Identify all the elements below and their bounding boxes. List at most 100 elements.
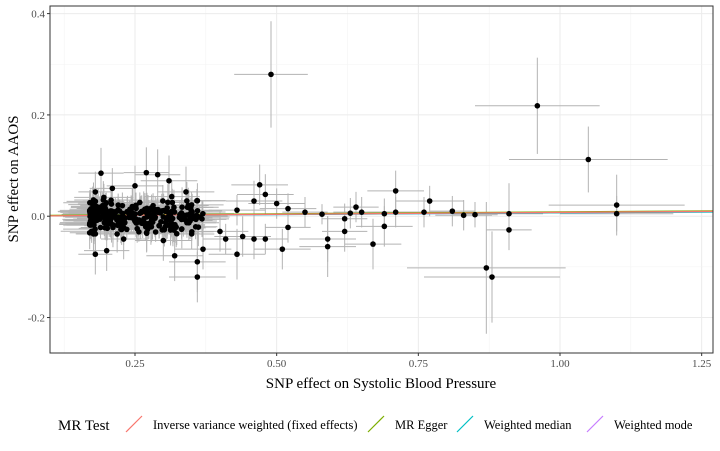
data-point [194, 213, 201, 220]
data-point [534, 102, 541, 109]
data-point [87, 199, 93, 206]
legend-label: Weighted median [484, 418, 572, 432]
x-tick-label: 1.00 [550, 358, 570, 370]
data-point [109, 185, 116, 192]
data-point [160, 237, 167, 244]
data-point [358, 209, 365, 215]
data-point [136, 229, 142, 235]
data-point [381, 210, 388, 217]
data-point [148, 223, 154, 229]
data-point [143, 169, 150, 176]
data-point [234, 207, 240, 213]
data-point [107, 213, 114, 220]
data-point [103, 218, 110, 225]
data-point [92, 251, 99, 258]
data-point [103, 247, 110, 254]
data-point [151, 209, 157, 216]
data-point [164, 215, 170, 222]
data-point [118, 226, 124, 233]
data-point [184, 219, 190, 226]
data-point [97, 224, 104, 231]
data-point [179, 204, 185, 210]
data-point [506, 210, 512, 217]
data-point [114, 231, 120, 237]
data-point [87, 220, 93, 227]
y-axis-title: SNP effect on AAOS [6, 115, 22, 242]
x-tick-label: 0.75 [409, 358, 429, 370]
data-point [132, 216, 139, 222]
data-point [194, 259, 201, 265]
data-point [107, 217, 114, 224]
data-point [129, 203, 136, 210]
data-point [262, 236, 269, 242]
data-point [273, 200, 280, 207]
data-point [613, 202, 620, 208]
data-point [168, 224, 174, 231]
legend-label: Inverse variance weighted (fixed effects… [153, 418, 358, 432]
data-point [319, 211, 325, 217]
legend-key-line [125, 415, 143, 433]
data-point [199, 216, 205, 222]
data-point [234, 251, 240, 258]
legend-label: Weighted mode [614, 418, 693, 432]
data-point [268, 71, 274, 78]
data-point [341, 228, 348, 235]
data-point [285, 205, 291, 212]
x-tick-label: 0.50 [267, 358, 287, 370]
data-point [124, 226, 130, 233]
data-point [160, 198, 166, 204]
data-point [108, 201, 115, 207]
y-tick-label: 0.0 [31, 211, 45, 223]
data-point [239, 233, 246, 240]
data-point [168, 193, 175, 200]
data-point [472, 211, 478, 218]
data-point [165, 199, 171, 206]
data-point [285, 224, 291, 231]
data-point [171, 209, 178, 215]
data-point [489, 274, 495, 280]
data-point [128, 211, 134, 217]
data-point [92, 189, 99, 195]
y-tick-label: 0.4 [31, 9, 45, 21]
data-point [381, 223, 388, 230]
legend-key-line [367, 415, 385, 433]
data-point [192, 223, 199, 230]
data-point [262, 191, 269, 198]
data-point [585, 156, 592, 163]
data-point [184, 198, 190, 204]
data-point [155, 209, 161, 216]
data-point [177, 211, 183, 218]
data-point [137, 199, 143, 206]
data-point [347, 210, 354, 216]
data-point [122, 219, 128, 226]
data-point [98, 170, 104, 176]
x-tick-label: 1.25 [692, 358, 712, 370]
data-point [449, 208, 456, 214]
data-point [302, 209, 308, 215]
data-point [421, 209, 427, 215]
data-point [143, 229, 150, 236]
data-point [392, 188, 399, 194]
data-point [173, 230, 180, 237]
data-point [194, 207, 201, 214]
y-axis-ticks: -0.2 0.0 0.2 0.4 [28, 9, 50, 325]
data-point [107, 208, 114, 215]
data-point [114, 217, 120, 223]
y-tick-label: -0.2 [28, 313, 45, 325]
legend-key-line [586, 415, 604, 433]
plot-panel [50, 6, 713, 353]
data-point [256, 182, 263, 188]
data-point [180, 216, 187, 222]
legend-title: MR Test [58, 418, 110, 434]
y-tick-label: 0.2 [31, 110, 45, 122]
data-point [100, 204, 106, 211]
data-point [88, 212, 94, 219]
data-point [194, 274, 201, 280]
x-axis-ticks: 0.25 0.50 0.75 1.00 1.25 [125, 353, 712, 370]
data-point [120, 236, 127, 242]
data-point [353, 204, 359, 210]
data-point [324, 243, 331, 250]
data-point [483, 265, 490, 271]
x-tick-label: 0.25 [125, 358, 145, 370]
data-point [171, 252, 178, 259]
